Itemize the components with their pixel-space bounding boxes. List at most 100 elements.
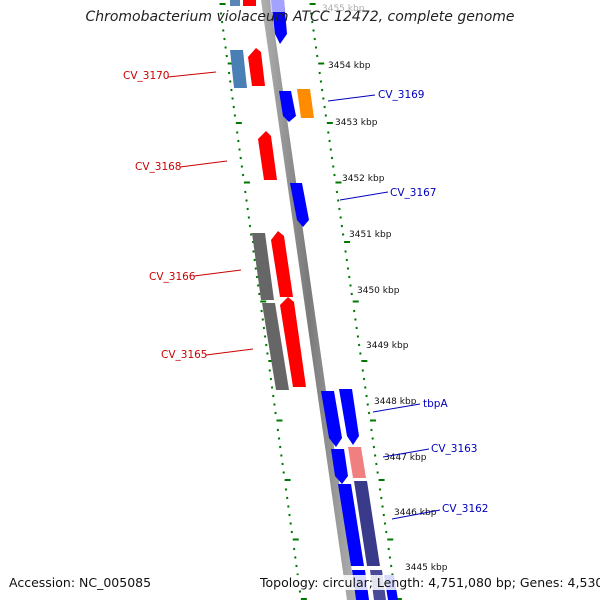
tick-mark <box>357 343 361 347</box>
tick-mark <box>239 156 242 160</box>
tick-mark <box>246 207 249 211</box>
tick-mark <box>324 114 328 117</box>
tick-mark <box>295 564 298 568</box>
gene-feature-cv3162-b <box>354 481 380 566</box>
tick-mark <box>238 148 241 151</box>
tick-mark <box>262 326 266 330</box>
gene-label-cv3166: CV_3166 <box>149 271 196 283</box>
tick-mark <box>388 556 392 559</box>
tick-mark <box>268 369 271 372</box>
tick-mark <box>230 88 233 92</box>
tick-mark <box>232 105 235 109</box>
tick-mark <box>319 80 323 83</box>
tick-mark <box>313 37 316 41</box>
tick-mark <box>284 488 288 491</box>
tick-mark <box>320 88 324 92</box>
kbp-label: 3447 kbp <box>384 453 427 463</box>
tick-mark <box>356 335 360 338</box>
tick-mark <box>261 318 264 321</box>
tick-mark <box>273 403 276 406</box>
tick-mark <box>339 216 342 219</box>
map-title: Chromobacterium violaceum ATCC 12472, co… <box>85 9 515 25</box>
tick-mark <box>359 352 362 355</box>
tick-mark <box>371 437 374 440</box>
accession-text: Accession: NC_005085 <box>9 575 152 590</box>
tick-mark <box>245 199 248 202</box>
tick-mark <box>223 37 226 41</box>
tick-mark <box>362 377 366 381</box>
tick-mark <box>349 284 352 287</box>
tick-mark <box>328 139 331 143</box>
tick-mark <box>381 505 384 508</box>
tick-mark <box>330 156 334 160</box>
tick-mark <box>255 275 259 279</box>
kbp-label: 3452 kbp <box>342 174 385 184</box>
gene-feature-cv3170-a <box>230 50 247 88</box>
tick-mark <box>333 173 336 177</box>
tick-mark <box>285 496 289 500</box>
tick-mark <box>265 343 268 347</box>
tick-mark <box>322 97 325 100</box>
gene-feature-cv3169-b <box>297 89 314 118</box>
tick-mark <box>311 20 314 24</box>
tick-mark <box>240 165 244 168</box>
tick-mark <box>354 318 357 321</box>
tick-mark <box>387 547 390 551</box>
left-tick-rail <box>219 3 307 600</box>
gene-label-cv3163: CV_3163 <box>431 443 478 455</box>
kbp-labels: 3455 kbp 3454 kbp 3453 kbp 3452 kbp 3451… <box>322 4 448 573</box>
tick-mark <box>345 258 349 262</box>
tick-mark <box>266 352 269 355</box>
tick-mark <box>327 131 330 134</box>
tick-mark <box>355 326 358 330</box>
tick-mark <box>277 437 281 440</box>
tick-mark <box>318 71 321 75</box>
tick-mark <box>340 224 344 228</box>
tick-mark <box>244 190 247 194</box>
tick-mark <box>278 445 282 449</box>
tick-mark <box>346 267 350 270</box>
kbp-label: 3453 kbp <box>335 118 378 128</box>
tick-mark <box>256 284 260 287</box>
tick-mark <box>316 54 319 58</box>
tick-mark <box>260 309 263 313</box>
kbp-label: 3451 kbp <box>349 230 392 240</box>
tick-mark <box>258 292 261 296</box>
tick-mark <box>370 428 373 432</box>
tick-mark <box>389 564 393 568</box>
gene-label-cv3167: CV_3167 <box>390 187 437 199</box>
tick-mark <box>281 462 284 466</box>
gene-feature-cv3169-a <box>279 91 296 122</box>
tick-mark <box>383 522 387 525</box>
tick-mark <box>312 29 315 32</box>
tick-mark <box>350 292 353 296</box>
tick-mark <box>269 377 273 381</box>
tick-mark <box>376 471 379 474</box>
gene-feature-cv3170-b <box>248 48 265 86</box>
tick-mark <box>247 216 251 219</box>
tick-mark <box>241 173 245 177</box>
gene-label-cv3170: CV_3170 <box>123 70 170 82</box>
kbp-label: 3455 kbp <box>322 4 365 14</box>
tick-mark <box>382 513 386 517</box>
gene-feature-cv3163-b <box>348 447 366 478</box>
tick-mark <box>364 386 367 389</box>
tick-mark <box>219 12 223 15</box>
gene-features <box>230 0 398 600</box>
tick-mark <box>372 445 376 449</box>
tick-mark <box>289 522 292 525</box>
gene-label-cv3165: CV_3165 <box>161 349 208 361</box>
tick-mark <box>288 513 291 517</box>
tick-mark <box>338 207 341 211</box>
tick-mark <box>280 454 283 457</box>
tick-mark <box>282 471 285 474</box>
gene-feature <box>243 0 256 6</box>
tick-mark <box>252 250 255 253</box>
tick-mark <box>292 547 296 551</box>
tick-mark <box>248 224 252 228</box>
kbp-label: 3450 kbp <box>357 286 400 296</box>
tick-mark <box>367 411 371 415</box>
tick-mark <box>253 258 256 262</box>
tick-mark <box>352 309 356 313</box>
genome-summary-text: Topology: circular; Length: 4,751,080 bp… <box>260 575 600 590</box>
